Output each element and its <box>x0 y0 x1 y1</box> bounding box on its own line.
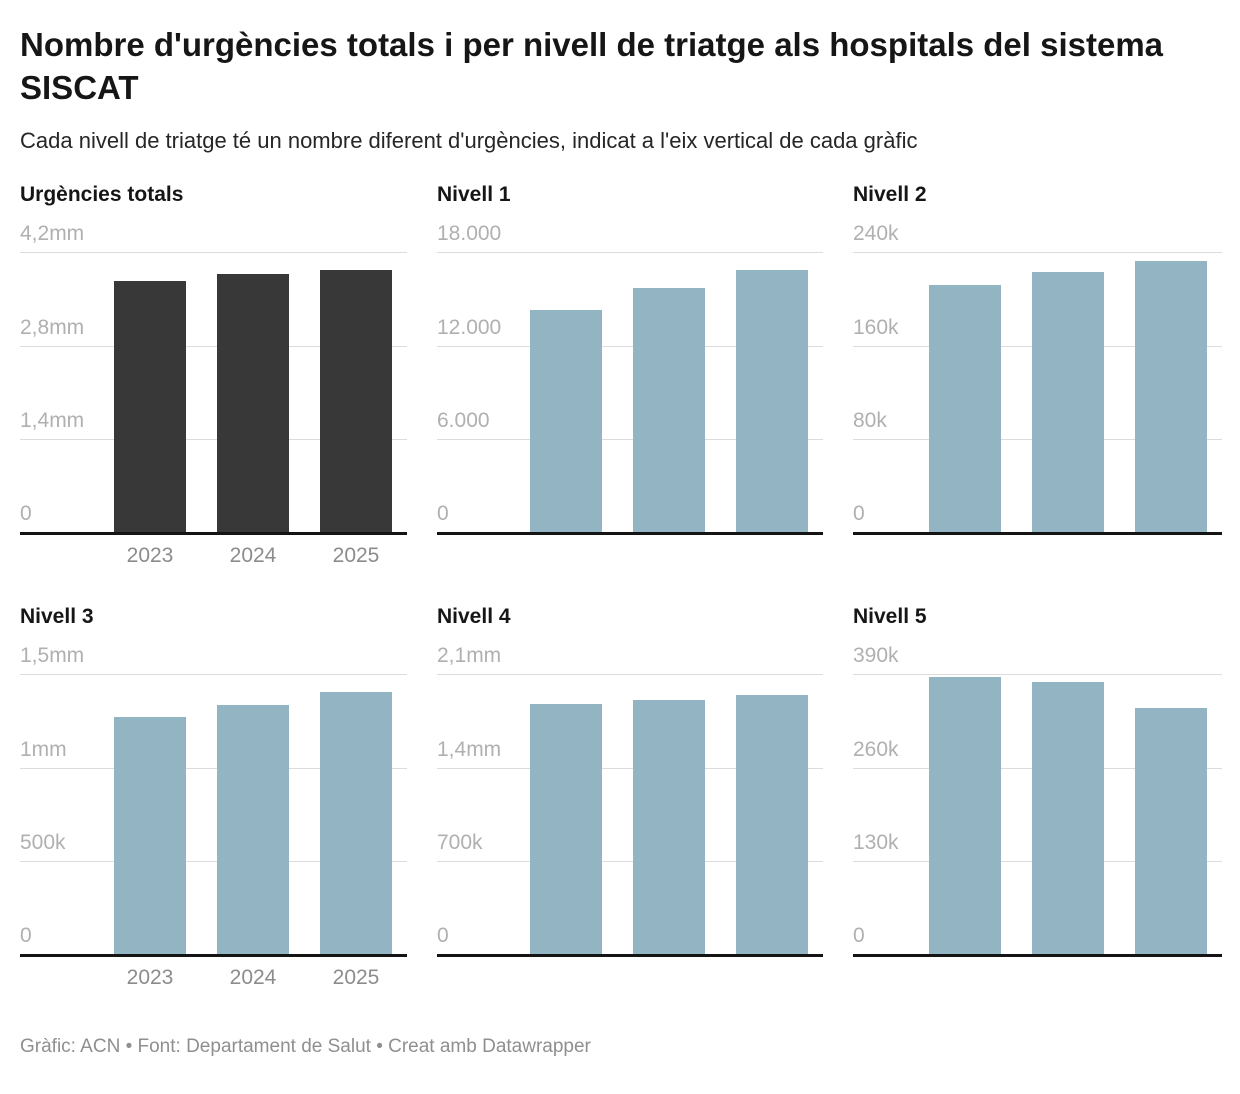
y-tick-label: 4,2mm <box>20 222 85 246</box>
chart-title: Nivell 3 <box>20 605 94 629</box>
plot-area: 1,5mm 1mm 500k 0 <box>20 644 407 958</box>
bar-2025[interactable] <box>736 269 808 533</box>
plot-area: 18.000 12.000 6.000 0 <box>437 222 823 536</box>
plot-area: 390k 260k 130k 0 <box>853 644 1222 958</box>
bar-2025[interactable] <box>320 692 392 955</box>
x-axis-labels: 2023 2024 2025 <box>20 535 407 570</box>
chart-nivell-5: Nivell 5 390k 260k 130k 0 <box>853 604 1222 992</box>
y-tick-label: 0 <box>20 502 32 526</box>
y-tick-label: 260k <box>853 737 899 761</box>
y-tick-label: 0 <box>853 502 865 526</box>
gridline <box>20 861 407 863</box>
gridline <box>437 861 823 863</box>
chart-nivell-4: Nivell 4 2,1mm 1,4mm 700k 0 <box>437 604 823 992</box>
page-title: Nombre d'urgències totals i per nivell d… <box>20 26 1164 106</box>
x-tick-label: 2025 <box>332 966 380 990</box>
gridline <box>20 345 407 347</box>
gridline <box>20 439 407 441</box>
bar-2025[interactable] <box>1135 708 1207 955</box>
bar-2024[interactable] <box>217 705 289 955</box>
gridline <box>437 345 823 347</box>
bar-2025[interactable] <box>320 269 392 533</box>
plot-area: 4,2mm 2,8mm 1,4mm 0 <box>20 222 407 536</box>
page-subtitle: Cada nivell de triatge té un nombre dife… <box>20 127 918 153</box>
bar-2023[interactable] <box>530 309 602 533</box>
gridline <box>20 767 407 769</box>
chart-nivell-1: Nivell 1 18.000 12.000 6.000 0 <box>437 182 823 570</box>
y-tick-label: 0 <box>853 924 865 948</box>
x-tick-label: 2023 <box>126 544 174 568</box>
gridline <box>853 252 1222 254</box>
y-tick-label: 80k <box>853 409 887 433</box>
y-tick-label: 1,4mm <box>437 737 502 761</box>
bar-2023[interactable] <box>929 285 1001 533</box>
plot-area: 240k 160k 80k 0 <box>853 222 1222 536</box>
y-tick-label: 0 <box>437 502 449 526</box>
y-tick-label: 390k <box>853 644 899 668</box>
x-axis-labels <box>437 957 823 992</box>
bar-2024[interactable] <box>633 700 705 955</box>
page: Nombre d'urgències totals i per nivell d… <box>20 26 1222 1058</box>
chart-title: Nivell 1 <box>437 183 511 207</box>
y-tick-label: 1,4mm <box>20 409 85 433</box>
y-tick-label: 12.000 <box>437 315 502 339</box>
small-multiples-grid: Urgències totals 4,2mm 2,8mm 1,4mm 0 2023 20… <box>20 182 1222 992</box>
chart-title: Nivell 5 <box>853 605 927 629</box>
gridline <box>437 252 823 254</box>
bar-2024[interactable] <box>217 274 289 533</box>
bar-2023[interactable] <box>114 717 186 955</box>
y-tick-label: 240k <box>853 222 899 246</box>
bar-2024[interactable] <box>1032 272 1104 533</box>
bar-2024[interactable] <box>1032 682 1104 955</box>
gridline <box>20 674 407 676</box>
y-tick-label: 6.000 <box>437 409 490 433</box>
chart-nivell-3: Nivell 3 1,5mm 1mm 500k 0 2023 2024 2025 <box>20 604 407 992</box>
chart-title: Nivell 2 <box>853 183 927 207</box>
x-tick-label: 2023 <box>126 966 174 990</box>
footer-credit: Gràfic: ACN • Font: Departament de Salut… <box>20 1036 591 1058</box>
x-axis-labels: 2023 2024 2025 <box>20 957 407 992</box>
x-tick-label: 2025 <box>332 544 380 568</box>
gridline <box>437 767 823 769</box>
chart-nivell-2: Nivell 2 240k 160k 80k 0 <box>853 182 1222 570</box>
y-tick-label: 0 <box>437 924 449 948</box>
y-tick-label: 1mm <box>20 737 67 761</box>
y-tick-label: 700k <box>437 831 483 855</box>
x-axis-labels <box>853 957 1222 992</box>
bar-2024[interactable] <box>633 288 705 533</box>
x-tick-label: 2024 <box>229 544 277 568</box>
bar-2025[interactable] <box>1135 260 1207 533</box>
chart-title: Urgències totals <box>20 183 184 207</box>
gridline <box>20 252 407 254</box>
gridline <box>853 674 1222 676</box>
gridline <box>437 674 823 676</box>
gridline <box>437 439 823 441</box>
y-tick-label: 0 <box>20 924 32 948</box>
bar-2023[interactable] <box>929 677 1001 955</box>
bar-2023[interactable] <box>114 281 186 533</box>
plot-area: 2,1mm 1,4mm 700k 0 <box>437 644 823 958</box>
y-tick-label: 18.000 <box>437 222 502 246</box>
x-axis-labels <box>437 535 823 570</box>
bar-2025[interactable] <box>736 695 808 955</box>
y-tick-label: 1,5mm <box>20 644 85 668</box>
y-tick-label: 500k <box>20 831 66 855</box>
chart-title: Nivell 4 <box>437 605 511 629</box>
y-tick-label: 160k <box>853 315 899 339</box>
x-axis-labels <box>853 535 1222 570</box>
y-tick-label: 130k <box>853 831 899 855</box>
y-tick-label: 2,1mm <box>437 644 502 668</box>
x-tick-label: 2024 <box>229 966 277 990</box>
y-tick-label: 2,8mm <box>20 315 85 339</box>
bar-2023[interactable] <box>530 703 602 955</box>
chart-urgencies-totals: Urgències totals 4,2mm 2,8mm 1,4mm 0 2023 20… <box>20 182 407 570</box>
